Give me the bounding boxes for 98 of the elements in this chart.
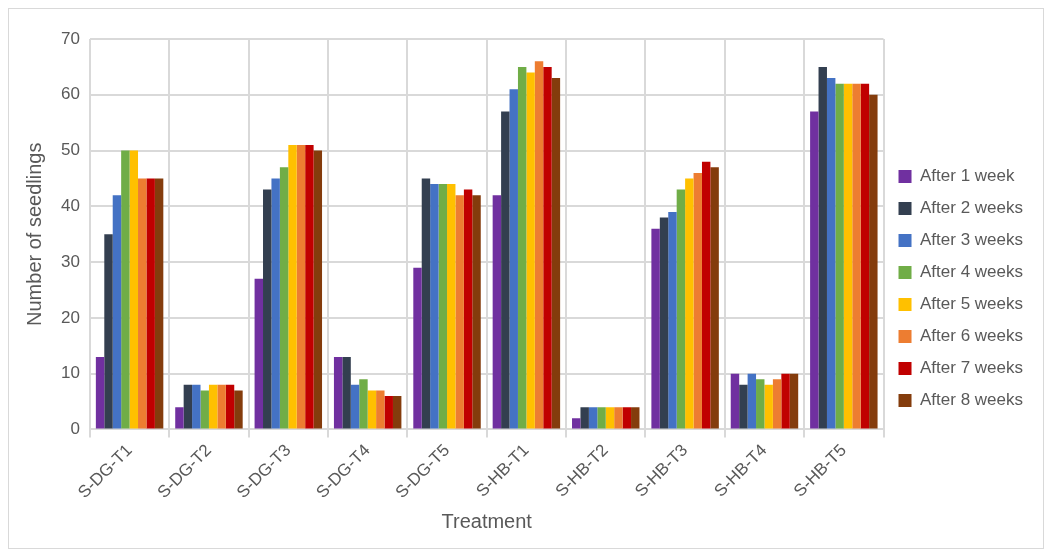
- bar: [384, 396, 393, 429]
- bar: [730, 373, 740, 429]
- bar: [192, 384, 201, 429]
- bar: [455, 195, 464, 429]
- bar: [217, 384, 226, 429]
- bar: [852, 83, 861, 429]
- bar: [818, 66, 827, 429]
- bar: [333, 356, 343, 429]
- y-tick-label: 50: [60, 140, 80, 160]
- bar: [869, 94, 878, 429]
- bar: [376, 390, 385, 429]
- bar: [509, 89, 518, 429]
- bar: [756, 379, 765, 429]
- y-tick-label: 40: [60, 196, 80, 216]
- bar: [367, 390, 377, 429]
- bar: [747, 373, 757, 429]
- bar: [463, 189, 473, 429]
- bar: [534, 61, 544, 429]
- bar: [597, 407, 606, 429]
- y-tick-label: 30: [60, 251, 80, 271]
- bar: [543, 66, 552, 429]
- bar: [659, 217, 669, 429]
- bar: [551, 78, 561, 429]
- bar: [313, 150, 323, 429]
- bar: [701, 161, 711, 429]
- bar: [430, 184, 439, 429]
- bar: [843, 83, 853, 429]
- bar: [271, 178, 280, 429]
- bar: [835, 83, 844, 429]
- bar: [739, 384, 748, 429]
- bar: [208, 384, 218, 429]
- bar: [517, 66, 527, 429]
- y-tick-label: 0: [70, 419, 80, 439]
- bar: [668, 211, 677, 429]
- y-tick-label: 10: [60, 363, 80, 383]
- bar: [288, 144, 297, 429]
- legend-label: After 6 weeks: [920, 326, 1024, 346]
- bar: [254, 278, 264, 429]
- y-tick-label: 70: [60, 28, 80, 48]
- bar: [234, 390, 243, 429]
- bar: [789, 373, 799, 429]
- bar: [826, 78, 836, 429]
- bar: [588, 407, 598, 429]
- bar: [359, 379, 368, 429]
- legend-label: After 3 weeks: [920, 230, 1024, 250]
- legend-label: After 1 week: [920, 166, 1015, 186]
- bar: [342, 356, 351, 429]
- bar: [651, 228, 660, 429]
- bar: [438, 184, 448, 429]
- bar: [526, 72, 535, 429]
- bar: [676, 189, 686, 429]
- bar: [421, 178, 431, 429]
- bar: [279, 167, 289, 429]
- bar: [492, 195, 502, 429]
- bar: [121, 150, 130, 429]
- bar: [781, 373, 790, 429]
- bar: [693, 172, 702, 429]
- bar: [764, 384, 773, 429]
- legend-label: After 5 weeks: [920, 294, 1024, 314]
- bar: [305, 144, 314, 429]
- x-axis-title: Treatment: [441, 509, 533, 532]
- bar: [129, 150, 139, 429]
- legend-label: After 4 weeks: [920, 262, 1024, 282]
- bar: [772, 379, 782, 429]
- bar: [614, 407, 623, 429]
- bar: [112, 195, 122, 429]
- bar: [572, 418, 581, 429]
- bar: [350, 384, 360, 429]
- bar: [605, 407, 615, 429]
- bar: [392, 396, 402, 429]
- bar: [413, 267, 422, 429]
- y-axis-title: Number of seedlings: [22, 142, 45, 326]
- y-tick-label: 60: [60, 84, 80, 104]
- bar: [860, 83, 870, 429]
- bar: [580, 407, 589, 429]
- bar: [154, 178, 164, 429]
- bar: [296, 144, 306, 429]
- bar: [225, 384, 235, 429]
- bar: [631, 407, 640, 429]
- bar: [200, 390, 209, 429]
- legend-label: After 2 weeks: [920, 198, 1024, 218]
- bar: [263, 189, 272, 429]
- bar: [146, 178, 155, 429]
- y-tick-label: 20: [60, 307, 80, 327]
- bar: [622, 407, 632, 429]
- bar: [447, 184, 456, 429]
- bar: [104, 234, 113, 429]
- bar: [138, 178, 147, 429]
- bar: [685, 178, 694, 429]
- legend-label: After 8 weeks: [920, 390, 1024, 410]
- bar: [810, 111, 819, 429]
- bar: [95, 356, 105, 429]
- bar: [175, 407, 184, 429]
- legend-label: After 7 weeks: [920, 358, 1024, 378]
- bar: [501, 111, 510, 429]
- bar: [183, 384, 193, 429]
- bar: [710, 167, 719, 429]
- bar: [472, 195, 481, 429]
